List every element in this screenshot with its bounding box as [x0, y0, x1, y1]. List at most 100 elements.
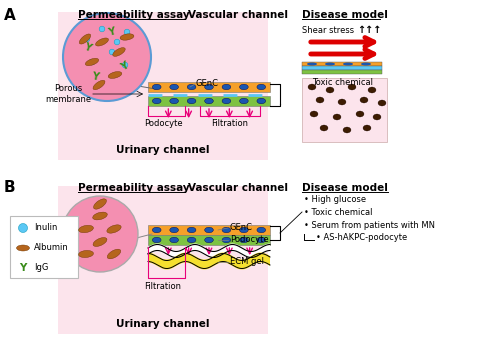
Text: Y: Y [82, 41, 92, 53]
Bar [10, 216, 78, 278]
Text: Vascular channel: Vascular channel [188, 10, 288, 20]
Text: Filtration: Filtration [212, 119, 248, 128]
Ellipse shape [257, 237, 266, 243]
Ellipse shape [113, 48, 125, 56]
Ellipse shape [93, 238, 107, 246]
Circle shape [99, 26, 105, 32]
Ellipse shape [170, 227, 178, 233]
Ellipse shape [356, 111, 364, 117]
Text: Podocyte: Podocyte [144, 119, 182, 128]
Circle shape [18, 224, 28, 233]
Text: • High glucose: • High glucose [304, 195, 366, 204]
Ellipse shape [170, 84, 178, 90]
Text: • Toxic chemical: • Toxic chemical [304, 208, 372, 217]
Ellipse shape [343, 127, 351, 133]
Ellipse shape [257, 98, 266, 104]
Text: Y: Y [120, 61, 130, 73]
Text: Urinary channel: Urinary channel [116, 145, 210, 155]
Circle shape [84, 36, 90, 42]
Text: Disease model: Disease model [302, 10, 388, 20]
Circle shape [109, 49, 115, 55]
Text: B: B [4, 180, 16, 195]
Text: Y: Y [90, 71, 100, 82]
Ellipse shape [222, 98, 231, 104]
Bar [302, 70, 382, 74]
Text: Urinary channel: Urinary channel [116, 319, 210, 329]
Circle shape [122, 62, 128, 68]
Ellipse shape [187, 98, 196, 104]
Ellipse shape [320, 125, 328, 131]
Text: Toxic chemical: Toxic chemical [312, 78, 374, 87]
Ellipse shape [361, 63, 371, 65]
Ellipse shape [152, 84, 161, 90]
Ellipse shape [120, 34, 134, 40]
Ellipse shape [204, 237, 214, 243]
Ellipse shape [204, 84, 214, 90]
Circle shape [63, 13, 151, 101]
Bar [302, 78, 387, 142]
Ellipse shape [373, 114, 381, 120]
Ellipse shape [222, 237, 231, 243]
Text: • Serum from patients with MN: • Serum from patients with MN [304, 221, 435, 230]
Text: Inulin: Inulin [34, 224, 58, 233]
Ellipse shape [363, 125, 371, 131]
Bar [148, 235, 270, 245]
Ellipse shape [310, 111, 318, 117]
Ellipse shape [187, 227, 196, 233]
Ellipse shape [93, 80, 105, 90]
Text: A: A [4, 8, 16, 23]
Text: Permeability assay: Permeability assay [78, 10, 190, 20]
Text: Podocyte: Podocyte [230, 235, 268, 245]
Circle shape [89, 59, 95, 65]
Ellipse shape [308, 84, 316, 90]
Ellipse shape [187, 84, 196, 90]
Ellipse shape [78, 251, 94, 258]
Text: ↑↑↑: ↑↑↑ [357, 25, 382, 35]
Circle shape [114, 39, 120, 45]
Ellipse shape [92, 212, 108, 220]
Text: Y: Y [108, 26, 116, 38]
Text: Shear stress: Shear stress [302, 26, 354, 35]
Text: GEnC: GEnC [230, 224, 253, 233]
Text: Y: Y [20, 263, 26, 273]
Text: IgG: IgG [34, 264, 48, 272]
Ellipse shape [257, 84, 266, 90]
Ellipse shape [94, 199, 106, 209]
Ellipse shape [348, 84, 356, 90]
Bar [302, 62, 382, 66]
Text: GEnC: GEnC [195, 80, 218, 88]
Bar [302, 66, 382, 70]
Text: Vascular channel: Vascular channel [188, 183, 288, 193]
Ellipse shape [152, 98, 161, 104]
Ellipse shape [240, 227, 248, 233]
Bar [58, 12, 268, 160]
Ellipse shape [86, 58, 98, 66]
Ellipse shape [368, 87, 376, 93]
Ellipse shape [326, 87, 334, 93]
Ellipse shape [204, 98, 214, 104]
Text: Disease model: Disease model [302, 183, 388, 193]
Text: Permeability assay: Permeability assay [78, 183, 190, 193]
Ellipse shape [222, 84, 231, 90]
Ellipse shape [16, 245, 30, 251]
Bar [148, 225, 270, 235]
Ellipse shape [170, 237, 178, 243]
Ellipse shape [170, 98, 178, 104]
Ellipse shape [78, 225, 94, 233]
Bar [148, 82, 270, 92]
Ellipse shape [222, 227, 231, 233]
Ellipse shape [187, 237, 196, 243]
Text: Albumin: Albumin [34, 244, 69, 252]
Ellipse shape [257, 227, 266, 233]
Ellipse shape [378, 100, 386, 106]
Circle shape [62, 196, 138, 272]
Text: Filtration: Filtration [144, 282, 182, 291]
Ellipse shape [333, 114, 341, 120]
Ellipse shape [108, 71, 122, 78]
Ellipse shape [152, 237, 161, 243]
Text: ECM gel: ECM gel [230, 258, 264, 266]
Circle shape [124, 29, 130, 35]
Ellipse shape [80, 34, 90, 44]
Bar [148, 96, 270, 106]
Text: • AS-hAKPC-podocyte: • AS-hAKPC-podocyte [316, 233, 407, 243]
